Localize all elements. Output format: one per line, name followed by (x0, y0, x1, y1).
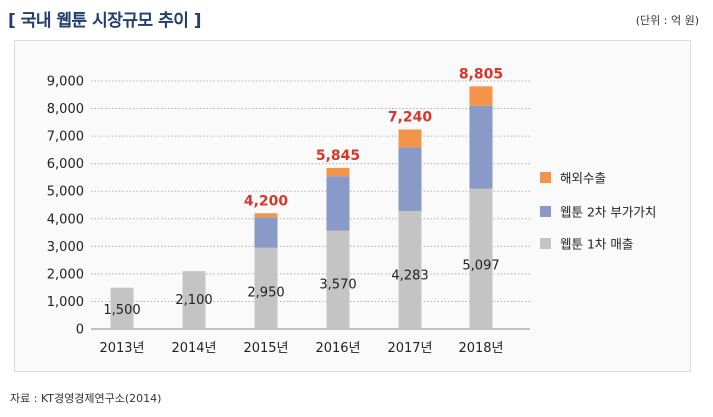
bar-primary (110, 287, 134, 329)
y-tick-label: 3,000 (47, 240, 84, 255)
bar-secondary (398, 147, 422, 211)
bar-secondary (254, 217, 278, 248)
bar-overseas (326, 167, 350, 177)
page-title: [ 국내 웹툰 시장규모 추이 ] (8, 11, 202, 31)
y-tick-label: 6,000 (47, 157, 84, 172)
data-label: 3,570 (319, 278, 356, 293)
x-tick-label: 2016년 (315, 341, 360, 356)
y-tick-label: 5,000 (47, 185, 84, 200)
x-tick-label: 2018년 (458, 341, 503, 356)
bar-overseas (254, 213, 278, 218)
y-tick-label: 0 (76, 323, 84, 338)
legend-swatch-overseas (540, 172, 551, 183)
total-label: 7,240 (388, 109, 433, 125)
legend-swatch-primary (540, 238, 551, 249)
data-label: 1,500 (103, 303, 140, 318)
bar-secondary (469, 105, 493, 189)
legend-label: 웹툰 2차 부가가치 (560, 205, 656, 220)
bar-primary (326, 230, 350, 329)
data-label: 4,283 (391, 269, 428, 284)
y-tick-label: 2,000 (47, 267, 84, 282)
y-tick-label: 8,000 (47, 102, 84, 117)
data-label: 5,097 (462, 258, 499, 273)
y-tick-label: 7,000 (47, 130, 84, 145)
y-tick-label: 9,000 (47, 75, 84, 90)
legend-label: 웹툰 1차 매출 (560, 237, 633, 252)
y-tick-label: 1,000 (47, 295, 84, 310)
bar-overseas (469, 86, 493, 106)
source-note: 자료 : KT경영경제연구소(2014) (10, 392, 162, 405)
legend-label: 해외수출 (560, 171, 606, 186)
data-label: 2,100 (175, 293, 212, 308)
legend-swatch-secondary (540, 206, 551, 217)
y-tick-label: 4,000 (47, 212, 84, 227)
bar-primary (398, 210, 422, 329)
bar-overseas (398, 129, 422, 148)
bar-primary (254, 247, 278, 329)
data-label: 2,950 (247, 286, 284, 301)
x-tick-label: 2017년 (387, 341, 432, 356)
x-tick-label: 2014년 (171, 341, 216, 356)
total-label: 8,805 (459, 66, 503, 82)
x-tick-label: 2015년 (243, 341, 288, 356)
total-label: 4,200 (244, 193, 289, 209)
bar-primary (469, 188, 493, 329)
bar-secondary (326, 176, 350, 231)
x-tick-label: 2013년 (99, 341, 144, 356)
total-label: 5,845 (316, 148, 360, 164)
bar-primary (182, 271, 206, 329)
unit-label: (단위 : 억 원) (635, 14, 699, 27)
